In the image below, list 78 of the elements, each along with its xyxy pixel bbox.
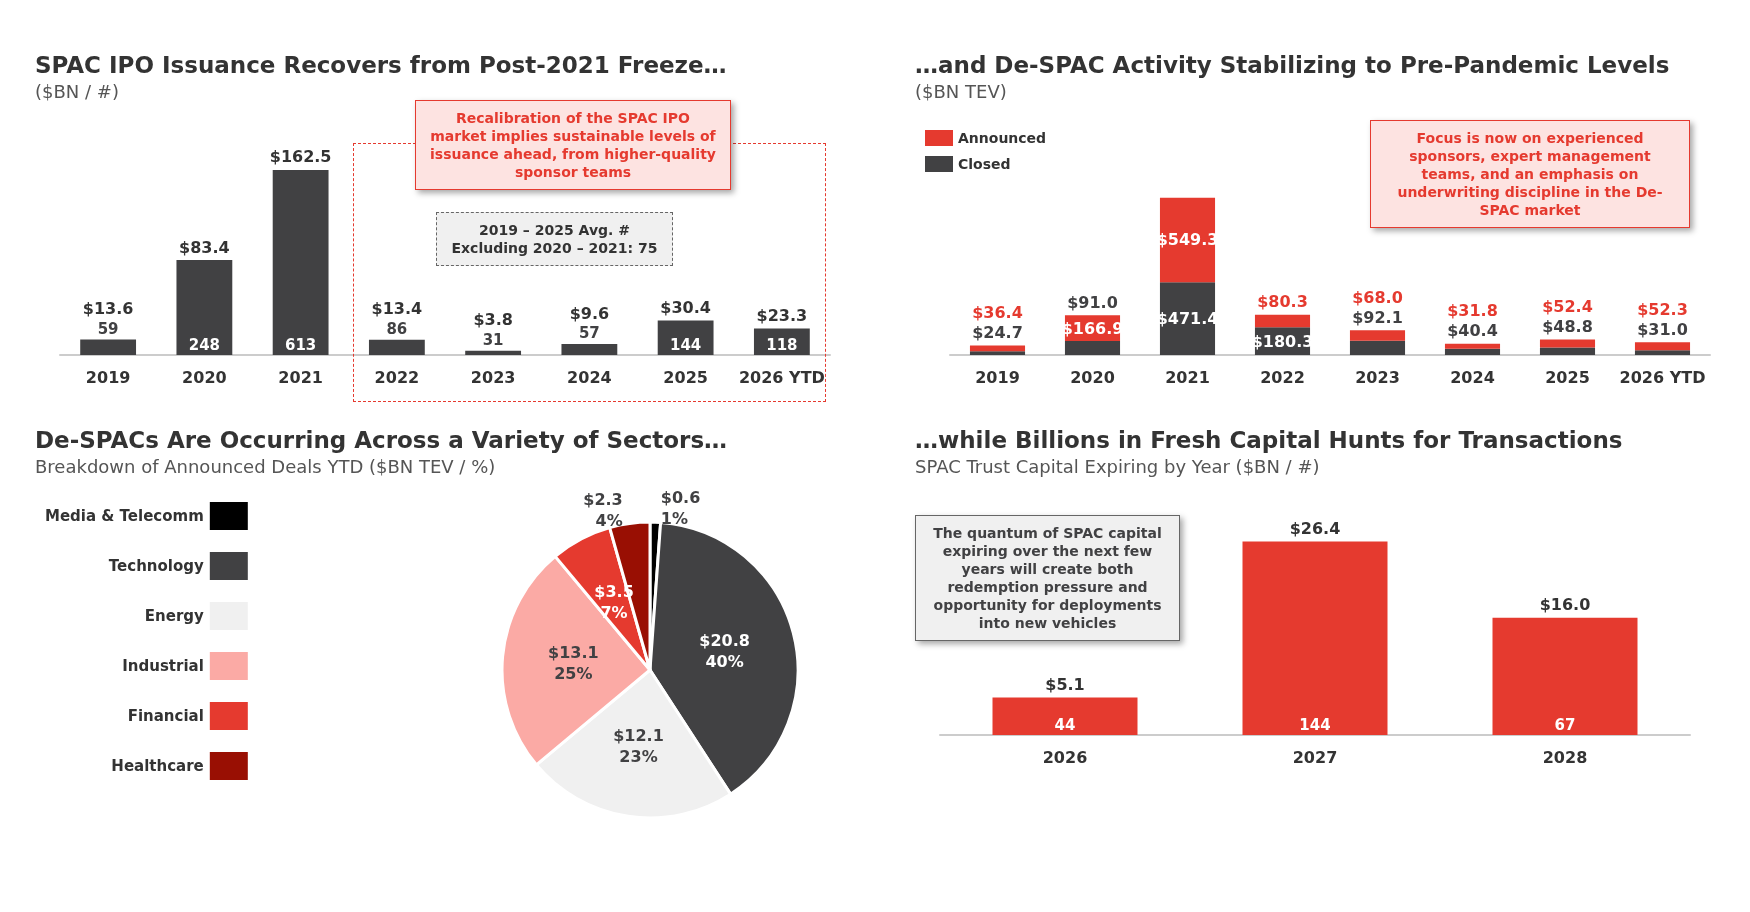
data-label: $13.6 bbox=[82, 299, 134, 319]
note-box: Recalibration of the SPAC IPO market implies sustainable levels of issuance ahead, from higher-quality sponsor teams bbox=[415, 100, 731, 190]
legend-label: Media & Telecomm bbox=[45, 507, 204, 525]
note-box: 2019 – 2025 Avg. # Excluding 2020 – 2021: 75 bbox=[436, 212, 673, 266]
data-label: $92.1 bbox=[1352, 307, 1403, 327]
legend-label: Industrial bbox=[122, 657, 204, 675]
x-tick-label: 2023 bbox=[1355, 367, 1400, 387]
x-tick-label: 2019 bbox=[975, 367, 1020, 387]
legend-label: Healthcare bbox=[111, 757, 204, 775]
annotation: 31 bbox=[482, 330, 504, 349]
data-label: $30.4 bbox=[660, 297, 711, 317]
x-tick-label: 2024 bbox=[567, 367, 612, 387]
data-label: $31.0 bbox=[1637, 319, 1688, 339]
chart-subtitle: ($BN TEV) bbox=[915, 80, 1007, 102]
data-label: $12.1 23% bbox=[613, 726, 664, 767]
x-tick-label: 2025 bbox=[663, 367, 708, 387]
x-tick-label: 2024 bbox=[1450, 367, 1495, 387]
annotation: 44 bbox=[1054, 716, 1076, 734]
data-label: $13.1 25% bbox=[548, 643, 599, 684]
x-tick-label: 2020 bbox=[182, 367, 227, 387]
data-label: $20.8 40% bbox=[699, 630, 750, 671]
data-label: $5.1 bbox=[1045, 675, 1085, 695]
data-label: $9.6 bbox=[569, 303, 610, 323]
note-box: The quantum of SPAC capital expiring over the next few years will create both redemption pressure and opportunity for deployments into new vehicles bbox=[915, 515, 1180, 641]
data-label: $2.3 4% bbox=[583, 489, 623, 530]
legend-label: Energy bbox=[144, 607, 205, 625]
annotation: 86 bbox=[386, 319, 408, 338]
legend-label: Announced bbox=[958, 130, 1047, 146]
annotation: 613 bbox=[284, 336, 317, 354]
data-label: $36.4 bbox=[972, 303, 1023, 323]
data-label: $80.3 bbox=[1257, 292, 1308, 312]
annotation: 144 bbox=[669, 336, 702, 354]
annotation: 67 bbox=[1554, 716, 1576, 734]
x-tick-label: 2026 bbox=[1042, 747, 1088, 767]
x-tick-label: 2026 YTD bbox=[1619, 367, 1706, 387]
chart-title: SPAC IPO Issuance Recovers from Post-2021 Freeze… bbox=[35, 51, 727, 78]
data-label: $31.8 bbox=[1447, 301, 1498, 321]
chart-subtitle: ($BN / #) bbox=[35, 80, 119, 102]
data-label: $24.7 bbox=[972, 323, 1023, 343]
legend-label: Financial bbox=[127, 707, 204, 725]
x-tick-label: 2028 bbox=[1542, 747, 1588, 767]
data-label: $48.8 bbox=[1542, 316, 1593, 336]
data-label: $0.6 1% bbox=[660, 488, 701, 529]
chart-title: …and De-SPAC Activity Stabilizing to Pre-Pandemic Levels bbox=[915, 51, 1670, 78]
x-tick-label: 2027 bbox=[1292, 747, 1338, 767]
data-label: $68.0 bbox=[1352, 287, 1403, 307]
x-tick-label: 2023 bbox=[470, 367, 516, 387]
data-label: $52.3 bbox=[1637, 299, 1688, 319]
annotation: 57 bbox=[578, 324, 600, 343]
data-label: $91.0 bbox=[1067, 292, 1118, 312]
data-label: $23.3 bbox=[756, 305, 808, 325]
annotation: 248 bbox=[188, 336, 221, 354]
x-tick-label: 2020 bbox=[1070, 367, 1115, 387]
data-label: $40.4 bbox=[1447, 321, 1498, 341]
legend-label: Technology bbox=[108, 557, 205, 575]
annotation: 118 bbox=[766, 336, 798, 354]
x-tick-label: 2021 bbox=[278, 367, 323, 387]
legend-label: Closed bbox=[958, 156, 1011, 172]
data-label: $3.8 bbox=[473, 310, 513, 330]
chart-subtitle: Breakdown of Announced Deals YTD ($BN TEV / %) bbox=[35, 455, 496, 477]
x-tick-label: 2022 bbox=[374, 367, 420, 387]
annotation: 144 bbox=[1299, 716, 1331, 734]
data-label: $13.4 bbox=[371, 299, 423, 319]
data-label: $26.4 bbox=[1289, 518, 1341, 538]
chart-title: De-SPACs Are Occurring Across a Variety of Sectors… bbox=[35, 426, 728, 453]
x-tick-label: 2025 bbox=[1545, 367, 1590, 387]
data-label: $83.4 bbox=[179, 237, 230, 257]
x-tick-label: 2026 YTD bbox=[738, 367, 825, 387]
chart-subtitle: SPAC Trust Capital Expiring by Year ($BN / #) bbox=[915, 455, 1320, 477]
data-label: $52.4 bbox=[1542, 296, 1593, 316]
data-label: $16.0 bbox=[1539, 595, 1591, 615]
note-box: Focus is now on experienced sponsors, expert management teams, and an emphasis on underwriting discipline in the De-SPAC market bbox=[1370, 120, 1690, 228]
x-tick-label: 2019 bbox=[85, 367, 131, 387]
data-label: $162.5 bbox=[269, 147, 332, 167]
x-tick-label: 2022 bbox=[1260, 367, 1305, 387]
annotation: 59 bbox=[97, 319, 119, 338]
chart-title: …while Billions in Fresh Capital Hunts for Transactions bbox=[915, 426, 1623, 453]
x-tick-label: 2021 bbox=[1165, 367, 1210, 387]
